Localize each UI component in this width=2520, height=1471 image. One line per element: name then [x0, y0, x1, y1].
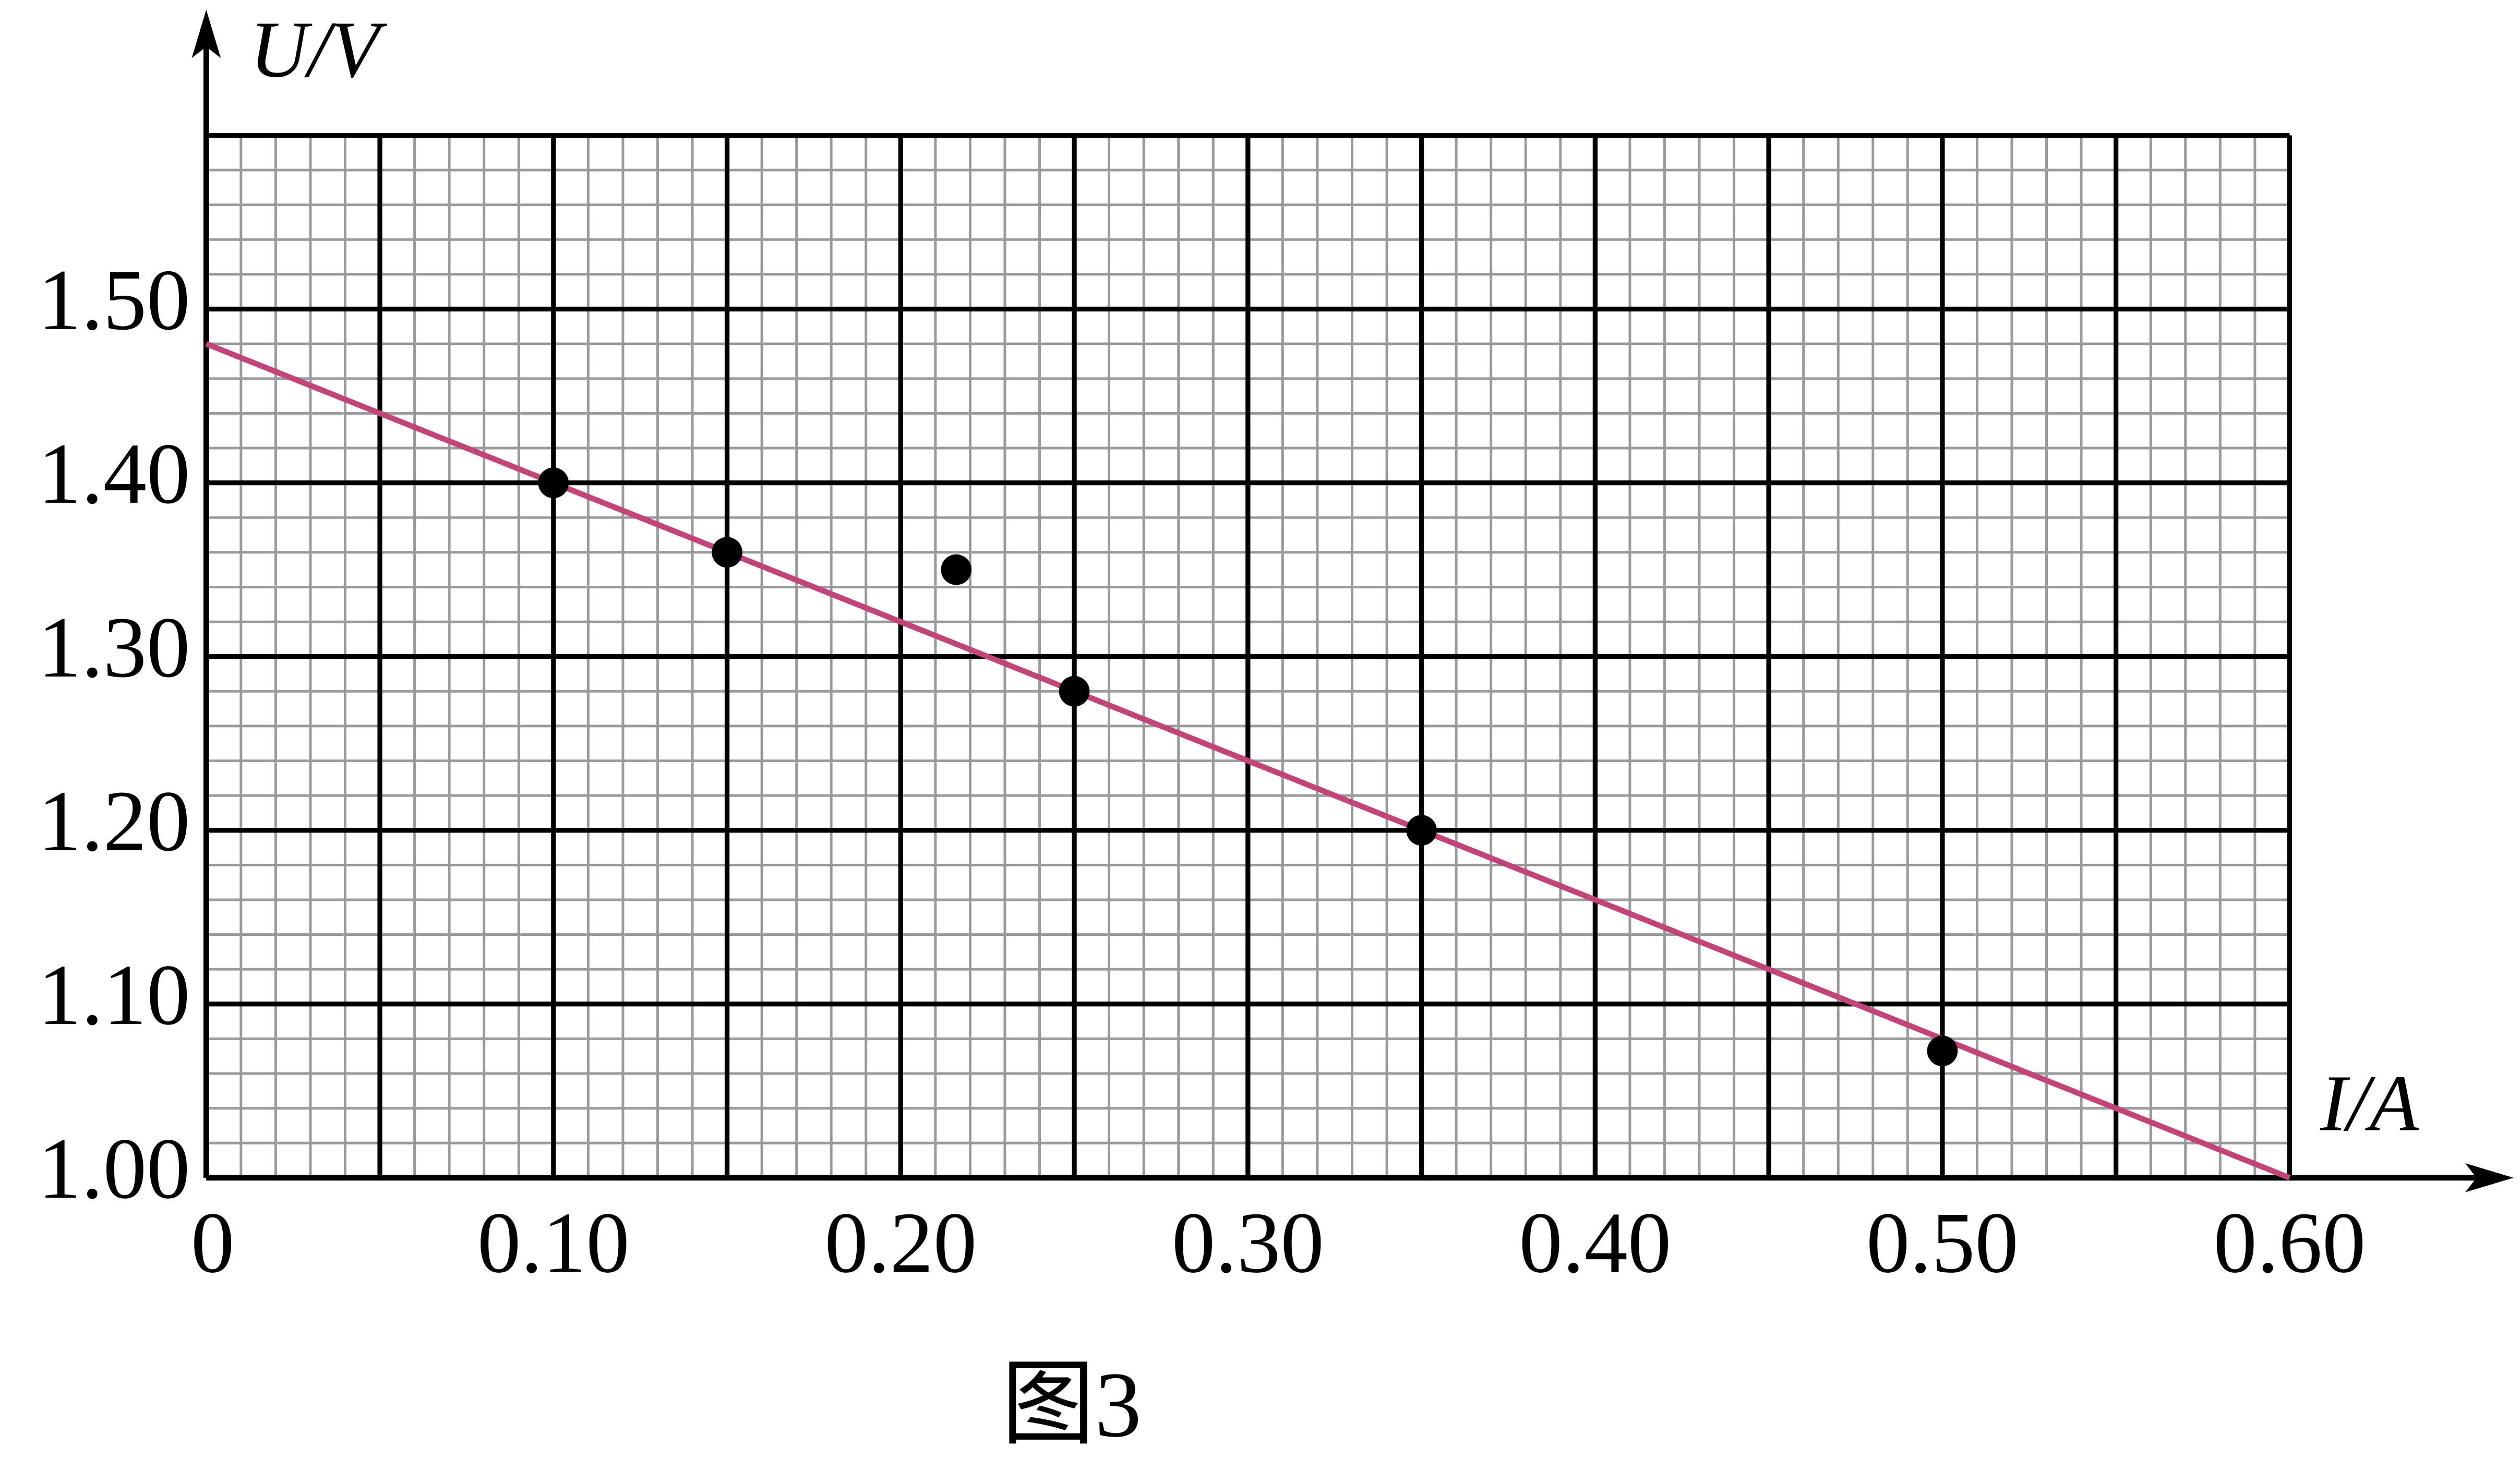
x-tick-label: 0.30	[1172, 1195, 1324, 1291]
y-axis-arrow	[191, 9, 221, 58]
data-point	[941, 554, 972, 585]
x-tick-label: 0	[191, 1195, 234, 1291]
y-tick-label: 1.50	[38, 252, 190, 348]
y-axis-label: U/V	[250, 5, 388, 94]
data-point	[712, 537, 742, 568]
y-tick-label: 1.00	[38, 1120, 190, 1217]
x-tick-label: 0.10	[477, 1195, 630, 1291]
data-point	[1927, 1035, 1958, 1067]
caption: 图3	[1001, 1353, 1142, 1456]
x-axis-label: I/A	[2320, 1059, 2419, 1148]
grid	[203, 132, 2293, 1180]
x-tick-label: 0.50	[1866, 1195, 2019, 1291]
data-point	[538, 467, 569, 498]
data-point	[1406, 815, 1437, 846]
data-point	[1059, 676, 1090, 707]
y-tick-label: 1.10	[38, 947, 190, 1043]
y-tick-label: 1.40	[38, 426, 190, 522]
x-tick-label: 0.20	[824, 1195, 977, 1291]
x-tick-label: 0.40	[1519, 1195, 1671, 1291]
axes: 0 0.10 0.20 0.30 0.40 0.50 0.60 1.00 1.10 1.20 1.3…	[38, 9, 2514, 1291]
y-tick-label: 1.30	[38, 599, 190, 696]
x-axis-arrow	[2465, 1163, 2514, 1192]
y-tick-label: 1.20	[38, 773, 190, 870]
x-tick-label: 0.60	[2213, 1195, 2366, 1291]
